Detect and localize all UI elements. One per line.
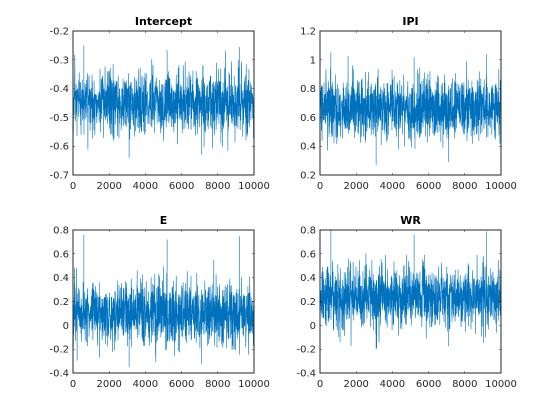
axes-box <box>72 30 255 176</box>
axes-box <box>319 30 502 176</box>
y-tick-label: 0.2 <box>53 297 69 308</box>
y-tick-label: 0.8 <box>300 84 316 95</box>
x-tick-label: 2000 <box>343 181 368 192</box>
trace-spikes <box>83 45 240 158</box>
chart-title: WR <box>400 214 421 227</box>
y-tick-label: -0.3 <box>49 55 69 66</box>
y-tick-label: 0.8 <box>53 226 69 237</box>
y-tick-label: -0.4 <box>296 369 316 380</box>
trace-line <box>73 259 254 362</box>
x-tick-label: 10000 <box>238 379 270 390</box>
y-tick-label: -0.2 <box>296 345 316 356</box>
y-tick-label: -0.4 <box>49 369 69 380</box>
x-tick-label: 0 <box>70 379 76 390</box>
y-tick-label: 1.2 <box>300 27 316 38</box>
chart-title: E <box>160 214 168 227</box>
x-tick-label: 6000 <box>416 181 441 192</box>
y-tick-label: 0.2 <box>300 297 316 308</box>
x-tick-label: 6000 <box>416 379 441 390</box>
x-tick-label: 8000 <box>452 379 477 390</box>
x-tick-label: 4000 <box>133 379 158 390</box>
y-tick-label: -0.6 <box>49 142 69 153</box>
x-tick-label: 10000 <box>485 181 517 192</box>
x-tick-label: 10000 <box>238 181 270 192</box>
trace-spikes <box>83 234 240 368</box>
x-tick-label: 4000 <box>133 181 158 192</box>
x-tick-label: 0 <box>70 181 76 192</box>
y-tick-label: 0.4 <box>300 142 316 153</box>
x-tick-label: 6000 <box>169 379 194 390</box>
x-tick-label: 4000 <box>380 181 405 192</box>
x-tick-label: 8000 <box>205 379 230 390</box>
y-tick-label: -0.4 <box>49 84 69 95</box>
x-tick-label: 4000 <box>380 379 405 390</box>
y-tick-label: -0.2 <box>49 27 69 38</box>
y-tick-label: 0.2 <box>300 171 316 182</box>
x-tick-label: 6000 <box>169 181 194 192</box>
y-tick-label: 0 <box>63 321 69 332</box>
y-tick-label: 0 <box>310 321 316 332</box>
trace-spikes <box>330 230 487 350</box>
x-tick-label: 10000 <box>485 379 517 390</box>
x-tick-label: 2000 <box>343 379 368 390</box>
trace-spikes <box>330 52 487 165</box>
chart-panel-e: 0 2000 4000 6000 8000 10000 -0.4 -0.2 0 0.2 0.4 0.6… <box>49 214 269 390</box>
chart-title: IPI <box>402 15 418 28</box>
y-tick-label: 0.8 <box>300 226 316 237</box>
y-tick-label: 0.4 <box>300 273 316 284</box>
x-tick-label: 0 <box>317 379 323 390</box>
x-tick-label: 0 <box>317 181 323 192</box>
y-tick-label: -0.7 <box>49 171 69 182</box>
chart-title: Intercept <box>135 15 192 28</box>
y-tick-label: 0.6 <box>300 113 316 124</box>
y-tick-label: 1 <box>310 55 316 66</box>
trace-line <box>320 253 501 349</box>
trace-line <box>73 50 254 151</box>
y-tick-label: 0.6 <box>53 249 69 260</box>
x-tick-label: 2000 <box>96 379 121 390</box>
chart-panel-intercept: 0 2000 4000 6000 8000 10000 -0.7 -0.6 -0.5 -0.4 -0… <box>49 15 269 192</box>
x-tick-label: 8000 <box>205 181 230 192</box>
x-tick-label: 8000 <box>452 181 477 192</box>
trace-line <box>320 55 501 151</box>
y-tick-label: -0.5 <box>49 113 69 124</box>
chart-panel-wr: 0 2000 4000 6000 8000 10000 -0.4 -0.2 0 0.2 0.4 0.6… <box>296 214 516 390</box>
y-tick-label: 0.4 <box>53 273 69 284</box>
x-tick-label: 2000 <box>96 181 121 192</box>
y-tick-label: -0.2 <box>49 345 69 356</box>
chart-panel-ipi: 0 2000 4000 6000 8000 10000 0.2 0.4 0.6 0.8 1 1.2 IP… <box>300 15 517 192</box>
y-tick-label: 0.6 <box>300 249 316 260</box>
